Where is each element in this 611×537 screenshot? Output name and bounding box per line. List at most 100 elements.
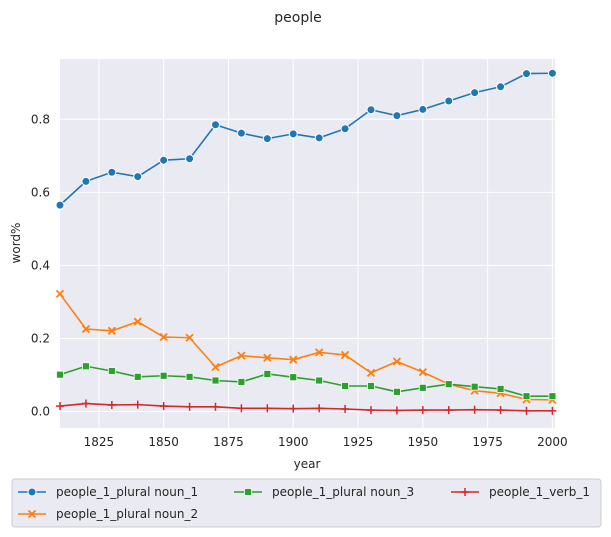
grid [60,59,555,428]
data-point [470,88,480,98]
data-point [315,404,324,413]
data-point [210,120,220,130]
data-point [81,399,90,408]
legend-marker [244,488,252,496]
series-line [59,72,553,206]
data-point [55,289,65,299]
data-point [107,367,116,375]
legend-label: people_1_verb_1 [489,485,590,499]
data-point [185,333,194,342]
data-point [418,104,428,114]
data-point [133,372,142,381]
data-point [548,406,557,415]
data-point [315,376,324,385]
data-point [236,128,246,138]
x-tick-label: 1950 [408,435,439,449]
y-tick-label: 0.2 [31,331,50,345]
data-point [444,406,453,415]
series-line [59,365,553,398]
data-point [159,155,169,165]
series-2 [55,289,557,405]
data-point [496,406,505,415]
data-point [418,383,427,392]
data-point [547,68,557,78]
legend-label: people_1_plural noun_3 [272,485,414,499]
data-point [444,380,453,389]
data-point [289,404,298,413]
data-point [366,368,376,377]
legend-label: people_1_plural noun_1 [56,485,198,499]
data-point [418,406,427,415]
data-point [444,96,454,106]
legend-item: people_1_plural noun_1 [18,485,198,499]
data-point [262,134,272,144]
series-line [59,293,553,401]
data-point [418,367,427,377]
data-point [82,362,90,371]
data-point [55,200,65,210]
data-point [185,402,194,411]
data-point [159,371,168,380]
data-point [496,385,505,393]
y-tick-label: 0.0 [31,405,50,419]
data-point [107,167,117,177]
legend-marker [461,488,469,496]
x-tick-label: 1975 [472,435,503,449]
data-point [211,402,220,411]
legend-label: people_1_plural noun_2 [56,507,198,521]
data-point [81,324,91,334]
data-point [392,406,401,415]
data-point [392,111,402,121]
legend-item: people_1_plural noun_3 [234,485,414,499]
data-point [263,370,272,378]
y-tick-label: 0.8 [31,112,50,126]
data-point [159,332,168,342]
data-point [340,350,350,360]
data-point [56,370,64,379]
data-point [185,372,194,381]
data-point [107,400,116,409]
legend-frame [11,478,602,528]
data-point [367,382,375,390]
data-point [133,172,143,182]
data-point [548,392,557,401]
data-point [470,405,479,414]
data-point [133,400,142,409]
data-point [470,382,479,391]
data-point [159,402,168,411]
x-tick-label: 2000 [537,435,568,449]
data-point [341,382,349,390]
data-point [522,406,531,415]
legend: people_1_plural noun_1 people_1_plural no… [11,478,602,528]
data-point [56,402,64,411]
data-point [289,373,298,382]
data-point [496,82,506,92]
chart-title: people [274,10,321,26]
series-4 [56,399,557,415]
data-point [185,154,195,164]
x-tick-label: 1850 [148,435,179,449]
data-point [366,406,375,415]
legend-item: people_1_verb_1 [451,485,590,499]
series-1 [55,68,557,210]
series-layer [55,68,557,415]
data-point [211,362,220,372]
x-axis-label: year [294,457,321,471]
tick-labels: 1825 1850 1875 1900 1925 1950 1975 2000 0.0 0.2 0.… [31,112,568,449]
legend-marker [27,509,37,519]
data-point [315,348,324,357]
legend-item: people_1_plural noun_2 [18,507,198,521]
data-point [521,69,531,79]
y-tick-label: 0.4 [31,258,50,272]
data-point [133,317,142,326]
data-point [393,387,401,396]
data-point [237,404,246,413]
x-tick-label: 1825 [84,435,115,449]
data-point [288,129,298,139]
series-3 [56,362,557,401]
data-point [237,351,246,360]
data-point [341,405,350,414]
data-point [263,404,272,413]
data-point [263,353,272,362]
